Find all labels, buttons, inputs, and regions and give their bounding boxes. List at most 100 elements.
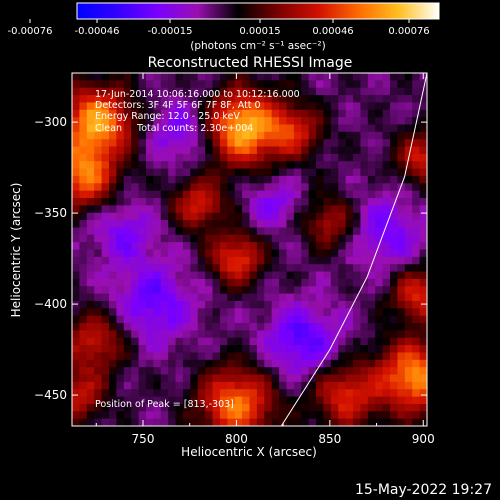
heatmap-cell: [145, 418, 154, 426]
heatmap-cell: [301, 374, 310, 383]
heatmap-cell: [145, 300, 154, 309]
heatmap-cell: [123, 403, 132, 412]
heatmap-cell: [72, 330, 80, 339]
heatmap-cell: [190, 300, 199, 309]
heatmap-cell: [308, 418, 317, 426]
heatmap-cell: [175, 374, 184, 383]
heatmap-cell: [168, 168, 176, 177]
heatmap-cell: [279, 124, 287, 133]
heatmap-cell: [123, 168, 132, 177]
heatmap-cell: [86, 330, 95, 339]
heatmap-cell: [390, 411, 398, 420]
heatmap-cell: [293, 374, 302, 383]
heatmap-cell: [308, 234, 317, 243]
heatmap-cell: [367, 212, 376, 221]
heatmap-cell: [271, 264, 280, 272]
heatmap-cell: [138, 418, 147, 426]
heatmap-cell: [256, 183, 265, 192]
heatmap-cell: [345, 161, 354, 169]
heatmap-cell: [131, 109, 139, 118]
heatmap-cell: [360, 131, 369, 140]
heatmap-cell: [382, 374, 391, 383]
heatmap-cell: [197, 381, 206, 390]
heatmap-cell: [338, 73, 347, 81]
heatmap-cell: [293, 293, 302, 302]
heatmap-cell: [271, 109, 280, 118]
heatmap-cell: [330, 271, 339, 280]
heatmap-cell: [219, 323, 228, 331]
heatmap-cell: [234, 139, 243, 147]
heatmap-cell: [404, 168, 413, 177]
heatmap-cell: [242, 198, 250, 206]
heatmap-cell: [145, 308, 154, 317]
heatmap-cell: [367, 418, 376, 426]
heatmap-cell: [323, 220, 332, 228]
heatmap-cell: [316, 131, 324, 140]
heatmap-cell: [256, 308, 265, 317]
heatmap-cell: [101, 323, 110, 331]
heatmap-cell: [153, 73, 162, 81]
heatmap-cell: [242, 396, 250, 405]
heatmap-cell: [227, 227, 236, 236]
heatmap-cell: [190, 198, 199, 206]
heatmap-cell: [382, 271, 391, 280]
heatmap-cell: [382, 183, 391, 192]
heatmap-cell: [308, 161, 317, 169]
heatmap-cell: [168, 80, 176, 89]
heatmap-cell: [249, 73, 258, 81]
heatmap-cell: [94, 183, 102, 192]
heatmap-cell: [256, 411, 265, 420]
heatmap-cell: [116, 374, 125, 383]
heatmap-cell: [116, 205, 125, 214]
heatmap-cell: [219, 308, 228, 317]
heatmap-cell: [264, 411, 273, 420]
heatmap-cell: [249, 403, 258, 412]
heatmap-cell: [375, 403, 384, 412]
heatmap-cell: [323, 374, 332, 383]
heatmap-cell: [145, 352, 154, 361]
heatmap-cell: [175, 205, 184, 214]
heatmap-cell: [101, 220, 110, 228]
heatmap-cell: [390, 359, 398, 368]
heatmap-cell: [101, 300, 110, 309]
heatmap-cell: [419, 308, 427, 317]
heatmap-cell: [249, 249, 258, 258]
heatmap-cell: [397, 352, 406, 361]
heatmap-cell: [301, 256, 310, 265]
heatmap-cell: [86, 95, 95, 103]
heatmap-cell: [316, 256, 324, 265]
heatmap-cell: [353, 286, 361, 295]
heatmap-cell: [271, 308, 280, 317]
heatmap-cell: [367, 109, 376, 118]
heatmap-cell: [404, 337, 413, 346]
heatmap-cell: [301, 389, 310, 397]
heatmap-cell: [301, 95, 310, 103]
heatmap-cell: [308, 315, 317, 324]
heatmap-cell: [345, 234, 354, 243]
heatmap-cell: [279, 300, 287, 309]
heatmap-cell: [212, 198, 221, 206]
heatmap-cell: [316, 396, 324, 405]
heatmap-cell: [182, 175, 191, 184]
heatmap-cell: [79, 87, 88, 96]
heatmap-cell: [108, 330, 117, 339]
heatmap-cell: [375, 220, 384, 228]
heatmap-cell: [205, 95, 213, 103]
heatmap-cell: [182, 323, 191, 331]
heatmap-cell: [286, 190, 295, 199]
heatmap-cell: [293, 256, 302, 265]
heatmap-cell: [264, 131, 273, 140]
heatmap-cell: [131, 80, 139, 89]
heatmap-cell: [145, 315, 154, 324]
heatmap-cell: [345, 396, 354, 405]
heatmap-cell: [182, 80, 191, 89]
heatmap-cell: [367, 183, 376, 192]
heatmap-cell: [419, 403, 427, 412]
heatmap-cell: [212, 352, 221, 361]
heatmap-cell: [108, 271, 117, 280]
heatmap-cell: [168, 308, 176, 317]
heatmap-cell: [72, 205, 80, 214]
heatmap-cell: [382, 117, 391, 125]
heatmap-cell: [212, 403, 221, 412]
heatmap-cell: [138, 190, 147, 199]
